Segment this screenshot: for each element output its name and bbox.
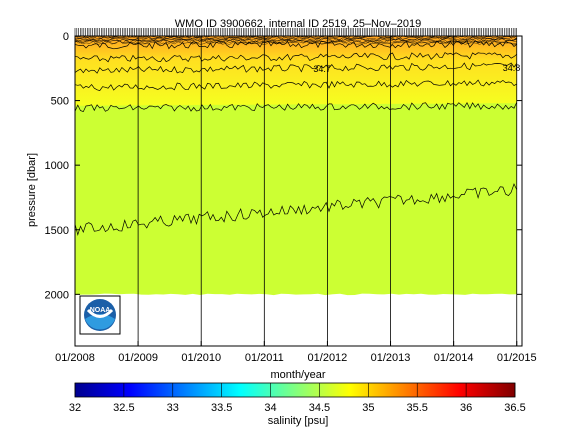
noaa-logo-text: NOAA [90, 307, 111, 314]
x-tick-label: 01/2009 [118, 352, 158, 364]
y-tick-label: 2000 [45, 289, 69, 301]
colorbar-tick-label: 36 [460, 402, 472, 414]
contour-34-6 [75, 101, 518, 113]
colorbar-tick-label: 35.5 [407, 402, 428, 414]
colorbar-tick-label: 32.5 [113, 402, 134, 414]
y-tick-label: 1500 [45, 225, 69, 237]
y-axis: 0 500 1000 1500 2000 [45, 31, 522, 301]
colorbar-tick-label: 32 [69, 402, 81, 414]
surface-contour [75, 36, 517, 42]
colorbar-tick-label: 34.5 [309, 402, 330, 414]
surface-contour [75, 37, 517, 42]
contour-35 [75, 40, 517, 50]
surface-contour [75, 38, 517, 43]
x-tick-label: 01/2014 [434, 352, 474, 364]
contour-label: 34.8 [503, 63, 521, 73]
surface-salinity-layer [75, 36, 517, 106]
y-tick-label: 1000 [45, 160, 69, 172]
contour-34-9 [75, 52, 517, 63]
y-axis-label: pressure [dbar] [26, 153, 38, 227]
colorbar-tick-label: 35 [362, 402, 374, 414]
noaa-logo: NOAA [79, 295, 121, 335]
contour-label: 34.7 [313, 64, 331, 74]
colorbar-label: salinity [psu] [268, 415, 329, 427]
chart-title: WMO ID 3900662, internal ID 2519, 25–Nov… [175, 18, 421, 30]
colorbar-ticks: 32 32.5 33 33.5 34 34.5 35 35.5 36 36.5 [69, 383, 526, 414]
surface-contour [75, 39, 517, 44]
profile-tick-marks [74, 28, 518, 36]
y-tick-label: 500 [51, 96, 69, 108]
x-tick-label: 01/2012 [308, 352, 348, 364]
plot-frame [74, 35, 523, 347]
x-axis-label: month/year [270, 369, 325, 381]
x-tick-label: 01/2008 [55, 352, 95, 364]
contour-labels: 34.7 34.8 [313, 63, 520, 74]
surface-contour [75, 40, 517, 45]
colorbar: 32 32.5 33 33.5 34 34.5 35 35.5 36 36.5 salinity … [69, 382, 526, 427]
x-tick-label: 01/2011 [245, 352, 284, 364]
x-tick-label: 01/2010 [181, 352, 221, 364]
contour-34-8 [75, 62, 517, 74]
y-tick-label: 0 [63, 31, 69, 43]
surface-contour [75, 40, 517, 45]
x-tick-label: 01/2015 [497, 352, 537, 364]
colorbar-tick-label: 36.5 [504, 402, 525, 414]
colorbar-tick-label: 33 [167, 402, 179, 414]
x-tick-label: 01/2013 [371, 352, 411, 364]
contour-34-7 [75, 79, 517, 92]
contour-34-5 [75, 183, 518, 236]
colorbar-tick-label: 33.5 [211, 402, 232, 414]
colorbar-tick-label: 34 [264, 402, 276, 414]
x-axis: 01/2008 01/2009 01/2010 01/2011 01/2012 01/20… [55, 341, 537, 364]
plot-area [75, 36, 518, 346]
colorbar-gradient [74, 382, 516, 398]
profile-marker-lines [75, 36, 518, 346]
contour-lines [75, 40, 518, 236]
